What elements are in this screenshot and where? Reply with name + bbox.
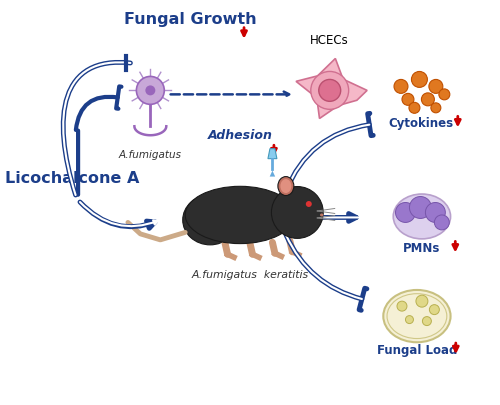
Circle shape [434,215,450,230]
Circle shape [430,305,440,315]
Text: PMNs: PMNs [403,242,440,255]
Circle shape [429,80,443,94]
Circle shape [306,202,312,207]
Circle shape [136,77,164,105]
Polygon shape [296,60,367,119]
Circle shape [394,80,408,94]
Circle shape [412,72,428,88]
Circle shape [410,197,432,219]
Ellipse shape [182,196,238,245]
Polygon shape [268,149,277,159]
Circle shape [272,187,323,239]
Circle shape [422,94,434,107]
Circle shape [146,86,156,96]
Circle shape [416,296,428,307]
Text: Adhesion: Adhesion [208,128,272,141]
Circle shape [406,316,413,324]
Circle shape [319,80,340,102]
Circle shape [439,90,450,100]
Circle shape [422,317,432,326]
Text: A.fumigatus  keratitis: A.fumigatus keratitis [192,269,308,279]
Text: HCECs: HCECs [310,34,349,47]
Circle shape [311,72,348,110]
Text: Licochalcone A: Licochalcone A [5,171,139,185]
Ellipse shape [278,177,294,196]
Circle shape [409,103,420,114]
Text: Fungal Load: Fungal Load [376,343,457,356]
Ellipse shape [280,180,291,194]
Ellipse shape [320,214,324,217]
Ellipse shape [384,290,450,342]
Circle shape [402,94,414,106]
Text: Fungal Growth: Fungal Growth [124,12,256,27]
Text: Cytokines: Cytokines [388,117,454,130]
Circle shape [396,203,415,223]
Ellipse shape [394,194,450,239]
Circle shape [397,301,407,311]
Circle shape [426,203,446,223]
Polygon shape [270,171,275,177]
Circle shape [431,104,441,113]
Text: A.fumigatus: A.fumigatus [119,150,182,160]
Ellipse shape [185,187,295,244]
